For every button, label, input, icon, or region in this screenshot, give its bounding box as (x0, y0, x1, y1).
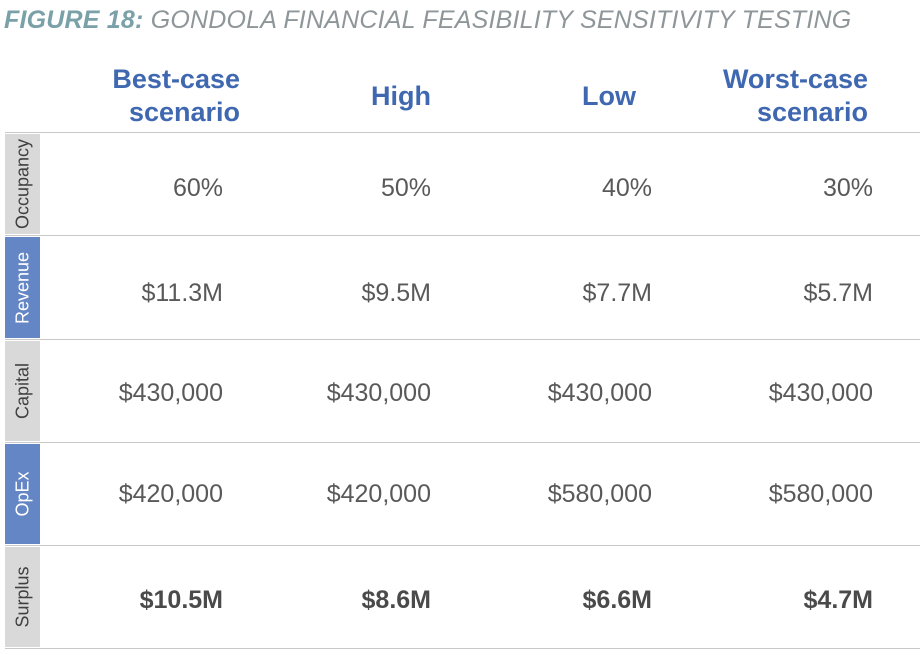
table-cell: $10.5M (139, 586, 223, 614)
table-cell: 30% (822, 174, 873, 202)
row-label: Capital (12, 362, 32, 420)
table-cell: $420,000 (326, 480, 431, 508)
table-cell: $7.7M (582, 279, 652, 307)
row-label: OpEx (12, 471, 32, 517)
row-label-box: Occupancy (5, 134, 40, 234)
row-label: Occupancy (12, 138, 32, 230)
column-header-high: High (371, 81, 431, 111)
row-label: Revenue (12, 251, 32, 324)
row-label-box: Revenue (5, 237, 40, 338)
figure-label: FIGURE 18: (4, 6, 144, 34)
table-cell: $430,000 (326, 379, 431, 407)
row-label: Surplus (12, 566, 32, 628)
table-cell: $5.7M (803, 279, 873, 307)
table-cell: 60% (172, 174, 223, 202)
table-cell: $8.6M (361, 586, 431, 614)
table-cell: 40% (601, 174, 652, 202)
table-row-capital: Capital $430,000 $430,000 $430,000 $430,… (5, 339, 920, 442)
table-cell: $430,000 (768, 379, 873, 407)
row-label-box: Surplus (5, 547, 40, 647)
table-row-revenue: Revenue $11.3M $9.5M $7.7M $5.7M (5, 235, 920, 339)
table-cell: $430,000 (547, 379, 652, 407)
column-header-worst-case: Worst-case scenario (722, 64, 868, 127)
row-label-box: OpEx (5, 444, 40, 544)
table-row-occupancy: Occupancy 60% 50% 40% 30% (5, 132, 920, 235)
table-cell: $6.6M (582, 586, 652, 614)
row-label-box: Capital (5, 341, 40, 441)
figure-title: FIGURE 18: GONDOLA FINANCIAL FEASIBILITY… (4, 6, 851, 35)
column-header-best-case: Best-case scenario (112, 64, 240, 127)
table-cell: 50% (380, 174, 431, 202)
table-cell: $580,000 (547, 480, 652, 508)
table-cell: $4.7M (803, 586, 873, 614)
table-cell: $580,000 (768, 480, 873, 508)
table-row-surplus: Surplus $10.5M $8.6M $6.6M $4.7M (5, 545, 920, 649)
column-header-low: Low (582, 81, 636, 111)
table-cell: $11.3M (141, 279, 223, 307)
table-cell: $420,000 (118, 480, 223, 508)
table-cell: $430,000 (118, 379, 223, 407)
table-row-opex: OpEx $420,000 $420,000 $580,000 $580,000 (5, 442, 920, 545)
table-cell: $9.5M (361, 279, 431, 307)
figure-title-text: GONDOLA FINANCIAL FEASIBILITY SENSITIVIT… (150, 6, 852, 34)
